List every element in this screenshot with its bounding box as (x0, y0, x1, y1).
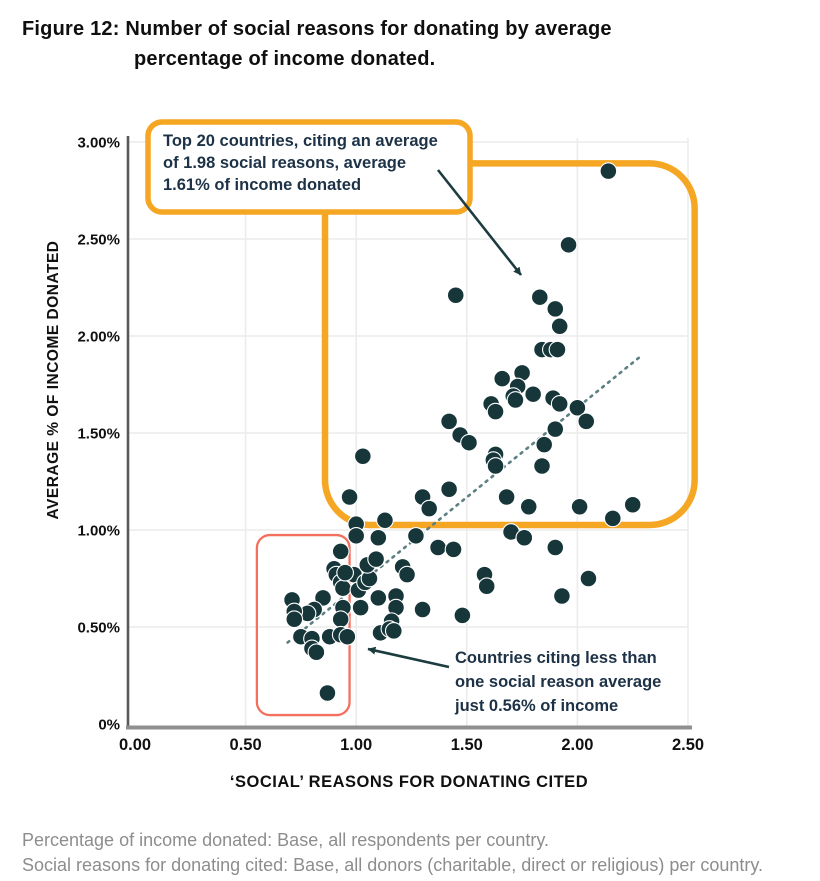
bottom-annotation-line1: Countries citing less than (455, 649, 657, 667)
data-point (285, 610, 304, 629)
data-point (497, 488, 516, 506)
source-note: Percentage of income donated: Base, all … (22, 828, 763, 878)
x-tick-label: 1.50 (451, 736, 483, 754)
data-point (351, 598, 370, 617)
callout-arrow (436, 169, 523, 276)
data-point (535, 435, 554, 454)
data-point (446, 286, 465, 305)
data-point (384, 622, 403, 640)
data-point (623, 495, 642, 514)
top-20-countries-region (321, 160, 698, 529)
x-tick-label: 2.00 (561, 736, 593, 754)
source-note-line1: Percentage of income donated: Base, all … (22, 830, 549, 850)
data-point (444, 540, 463, 559)
data-point (338, 627, 357, 646)
top-callout-border (145, 119, 473, 215)
data-point (334, 579, 352, 598)
data-point (533, 457, 551, 475)
y-tick-label: 2.00% (77, 329, 120, 346)
data-point (546, 420, 565, 438)
data-point (460, 433, 478, 452)
x-tick-label: 2.50 (672, 736, 704, 754)
data-point (407, 526, 425, 545)
y-tick-label: 2.50% (77, 232, 120, 249)
data-point (546, 299, 565, 318)
data-point (367, 550, 385, 568)
data-point (519, 497, 538, 516)
less-than-one-reason-region (255, 533, 351, 717)
data-point (331, 542, 350, 561)
data-point (398, 565, 416, 584)
data-point (530, 288, 549, 307)
data-point (336, 563, 354, 582)
data-point (369, 589, 388, 607)
scatter-points (283, 162, 642, 702)
scatter-chart: 0% 0.50% 1.00% 1.50% 2.00% 2.50% 3.00% 0.00 0.50… (45, 119, 704, 791)
figure-title-line2: percentage of income donated. (134, 48, 436, 70)
top-callout-line2: of 1.98 social reasons, average (163, 154, 406, 172)
bottom-annotation-line2: one social reason average (455, 673, 661, 691)
data-point (603, 509, 622, 528)
data-point (546, 538, 565, 557)
data-point (440, 480, 458, 499)
y-tick-label: 1.00% (77, 523, 120, 540)
x-axis-title: ‘SOCIAL’ REASONS FOR DONATING CITED (230, 773, 588, 791)
data-point (550, 317, 569, 336)
data-point (570, 497, 589, 516)
data-point (524, 385, 543, 404)
y-tick-label: 0.50% (77, 620, 120, 637)
top-callout-line3: 1.61% of income donated (163, 176, 361, 194)
x-tick-label: 0.00 (119, 736, 151, 754)
top-callout-box: Top 20 countries, citing an average of 1… (145, 119, 473, 215)
data-point (577, 412, 596, 431)
bottom-annotation-line3: just 0.56% of income (454, 697, 618, 715)
data-point (413, 600, 432, 619)
data-point (440, 412, 458, 431)
data-point (553, 587, 571, 605)
data-point (486, 402, 505, 421)
figure-title: Figure 12: Number of social reasons for … (22, 14, 612, 74)
top-callout-line1: Top 20 countries, citing an average (163, 132, 438, 150)
data-point (493, 369, 512, 388)
data-point (486, 457, 505, 475)
data-point (429, 538, 447, 557)
bottom-annotation-arrow (367, 646, 450, 669)
source-note-line2: Social reasons for donating cited: Base,… (22, 855, 764, 875)
data-point (579, 569, 598, 588)
data-point (559, 235, 578, 254)
y-tick-label: 3.00% (77, 135, 120, 152)
axes (126, 136, 692, 730)
data-point (453, 606, 472, 625)
data-point (568, 398, 587, 417)
gridlines (128, 138, 689, 726)
figure-title-line1: Figure 12: Number of social reasons for … (22, 18, 612, 40)
data-point (477, 577, 496, 596)
axis-ticks: 0% 0.50% 1.00% 1.50% 2.00% 2.50% 3.00% 0.00 0.50… (77, 135, 704, 755)
y-tick-label: 0% (98, 717, 120, 734)
y-axis-title: AVERAGE % OF INCOME DONATED (45, 240, 62, 519)
data-point (340, 488, 359, 506)
bottom-annotation: Countries citing less than one social re… (367, 646, 661, 715)
y-tick-label: 1.50% (77, 426, 120, 443)
data-point (347, 526, 366, 545)
data-point (515, 528, 534, 547)
data-point (307, 643, 326, 662)
data-point (548, 340, 567, 359)
x-tick-label: 1.00 (340, 736, 372, 754)
data-point (369, 528, 388, 547)
data-point (353, 447, 372, 466)
data-point (550, 395, 569, 413)
data-point (420, 499, 439, 518)
x-tick-label: 0.50 (230, 736, 262, 754)
data-point (599, 162, 618, 180)
data-point (318, 684, 337, 702)
data-point (506, 391, 525, 409)
data-point (376, 511, 394, 530)
data-point (331, 610, 350, 629)
